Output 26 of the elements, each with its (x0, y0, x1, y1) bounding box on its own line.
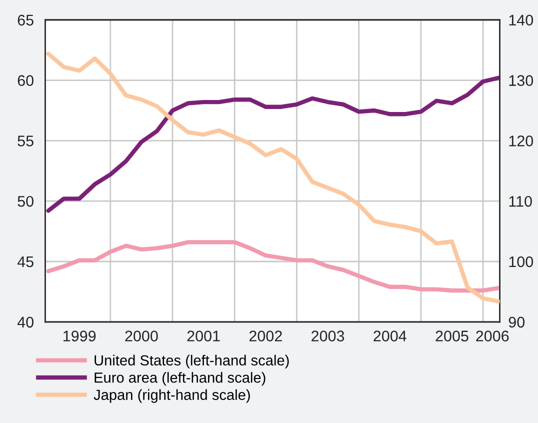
line-series (46, 76, 500, 213)
x-tick-label: 2000 (125, 330, 158, 342)
x-tick-label: 2001 (187, 330, 220, 342)
x-tick-label: 2002 (249, 330, 282, 342)
x-tick-label: 2005 (436, 330, 468, 342)
y-tick-label: 50 (18, 196, 34, 207)
x-tick-label: 2003 (312, 330, 344, 342)
y2-tick-label: 90 (508, 316, 525, 328)
y-tick-label: 40 (17, 316, 34, 328)
legend-label: Japan (right-hand scale) (94, 389, 250, 403)
y2-tick-label: 140 (509, 14, 534, 26)
legend-label: United States (left-hand scale) (94, 354, 289, 368)
x-tick-label: 2004 (374, 330, 406, 342)
y2-tick-label: 110 (509, 196, 532, 207)
y-tick-label: 55 (18, 136, 34, 146)
y2-tick-label: 130 (509, 75, 534, 86)
y2-tick-label: 100 (509, 256, 534, 268)
y2-tick-label: 120 (509, 136, 534, 146)
x-tick-label: 1999 (64, 330, 96, 342)
y-tick-label: 60 (18, 75, 34, 86)
legend-label: Euro area (left-hand scale) (94, 372, 266, 386)
line-series (46, 240, 500, 293)
x-tick-label: 2006 (476, 330, 509, 342)
y-tick-label: 65 (18, 14, 34, 26)
y-tick-label: 45 (17, 256, 34, 268)
line-series (46, 52, 500, 304)
